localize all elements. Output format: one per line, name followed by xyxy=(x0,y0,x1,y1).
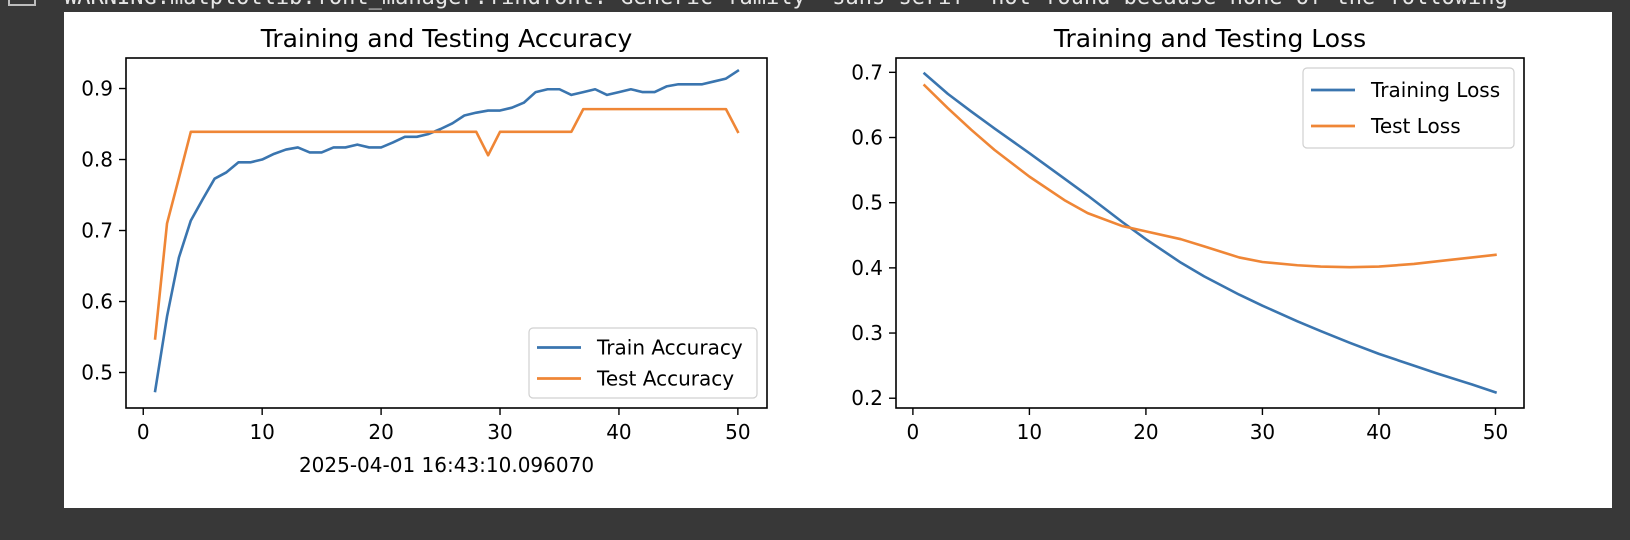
figure-canvas: Training and Testing Accuracy 0 10 20 30 40 50… xyxy=(64,12,1612,508)
chart-2: Training and Testing Loss 0 10 20 30 40 50 0.2 0… xyxy=(851,24,1525,444)
chart-title: Training and Testing Loss xyxy=(1053,24,1366,53)
series-line-train-accuracy xyxy=(153,68,740,393)
axes-frame xyxy=(895,57,1525,409)
y-tick-label: 0.7 xyxy=(81,219,113,243)
legend: Training Loss Test Loss xyxy=(1302,67,1515,149)
y-tick-label: 0.5 xyxy=(81,361,113,385)
x-axis-label: 2025-04-01 16:43:10.096070 xyxy=(299,453,594,477)
chart-title: Training and Testing Accuracy xyxy=(260,24,633,53)
legend-label: Train Accuracy xyxy=(596,336,743,360)
y-tick-label: 0.8 xyxy=(81,148,113,172)
x-tick-label: 20 xyxy=(1133,420,1158,444)
y-tick-label: 0.5 xyxy=(851,191,883,215)
legend-label: Test Accuracy xyxy=(596,367,734,391)
legend-box xyxy=(1302,67,1515,149)
x-tick-label: 20 xyxy=(368,420,393,444)
console-warning-line: WARNING:matplotlib.font_manager:findfont… xyxy=(0,0,1630,10)
x-tick-label: 30 xyxy=(487,420,512,444)
x-tick-label: 40 xyxy=(1366,420,1391,444)
legend-label: Training Loss xyxy=(1370,78,1500,102)
legend-box xyxy=(528,327,758,399)
y-tick-label: 0.6 xyxy=(81,290,113,314)
x-tick-label: 30 xyxy=(1250,420,1275,444)
series-line-training-loss xyxy=(922,71,1498,395)
legend: Train Accuracy Test Accuracy xyxy=(528,327,758,399)
y-tick-label: 0.7 xyxy=(851,60,883,84)
x-tick-label: 10 xyxy=(249,420,274,444)
y-tick-label: 0.2 xyxy=(851,386,883,410)
x-tick-label: 0 xyxy=(907,420,920,444)
legend-label: Test Loss xyxy=(1370,114,1461,138)
x-tick-label: 50 xyxy=(1483,420,1508,444)
output-row-icon xyxy=(8,0,36,6)
x-tick-label: 50 xyxy=(725,420,750,444)
x-tick-label: 10 xyxy=(1017,420,1042,444)
series-line-test-loss xyxy=(922,83,1497,269)
series-line-test-accuracy xyxy=(153,107,740,340)
chart-1: Training and Testing Accuracy 0 10 20 30 40 50… xyxy=(81,24,768,477)
x-tick-label: 0 xyxy=(137,420,150,444)
warning-text: WARNING:matplotlib.font_manager:findfont… xyxy=(64,0,1508,10)
y-tick-label: 0.6 xyxy=(851,126,883,150)
y-tick-label: 0.4 xyxy=(851,256,883,280)
figure-svg: Training and Testing Accuracy 0 10 20 30 40 50… xyxy=(81,24,1525,477)
axes-frame xyxy=(125,57,768,409)
y-tick-label: 0.9 xyxy=(81,77,113,101)
y-tick-label: 0.3 xyxy=(851,321,883,345)
x-tick-label: 40 xyxy=(606,420,631,444)
